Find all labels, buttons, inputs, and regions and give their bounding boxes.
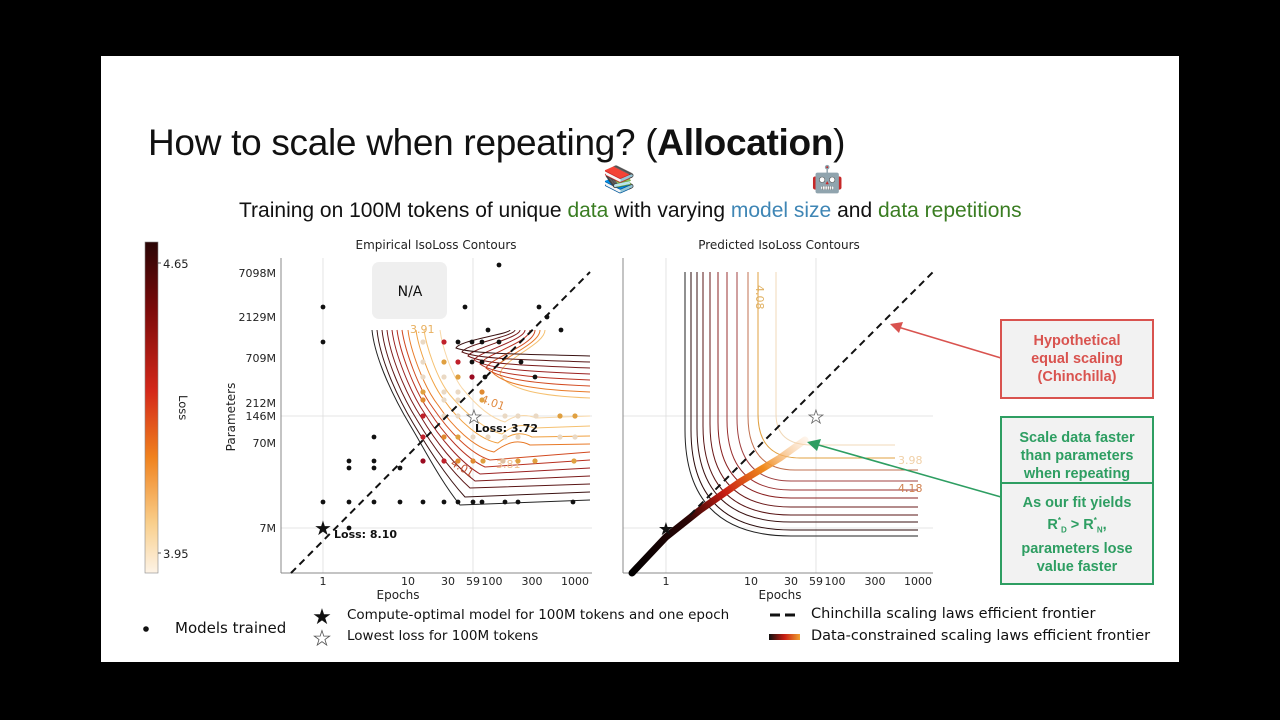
chinchilla-callout: Hypothetical equal scaling (Chinchilla) — [1000, 319, 1154, 399]
na-label: N/A — [398, 284, 423, 300]
svg-text:1000: 1000 — [561, 575, 589, 588]
lowest-loss-star-icon: ★ — [466, 407, 482, 428]
green-arrow-head-icon — [807, 439, 821, 451]
loss-8-10-label: Loss: 8.10 — [334, 528, 397, 541]
y-axis-label: Parameters — [224, 383, 238, 452]
svg-text:300: 300 — [865, 575, 886, 588]
svg-text:4.18: 4.18 — [898, 482, 923, 495]
legend-compute-optimal: Compute-optimal model for 100M tokens an… — [347, 607, 730, 623]
chinchilla-frontier-line-right — [689, 271, 934, 516]
filled-star-legend-icon: ★ — [312, 605, 332, 630]
callout-arrows — [807, 322, 1002, 498]
svg-text:70M: 70M — [253, 437, 277, 450]
legend-models-trained: Models trained — [175, 619, 287, 637]
dot-legend-icon — [143, 626, 149, 632]
loss-3-72-label: Loss: 3.72 — [475, 422, 538, 435]
svg-text:146M: 146M — [246, 410, 277, 423]
chinchilla-frontier-line — [290, 271, 591, 574]
fit-explanation-text: As our fit yields R*D > R*N, parameters … — [1021, 495, 1133, 575]
empirical-title: Empirical IsoLoss Contours — [355, 238, 516, 252]
x-axis-label: Epochs — [377, 588, 420, 602]
svg-text:1: 1 — [320, 575, 327, 588]
svg-text:709M: 709M — [246, 352, 277, 365]
slide-subtitle: Training on 100M tokens of unique data w… — [239, 199, 1022, 222]
lowest-loss-star-icon: ★ — [808, 407, 824, 428]
colorbar: 4.65 3.95 Loss — [144, 241, 190, 574]
svg-text:212M: 212M — [246, 397, 277, 410]
svg-text:30: 30 — [441, 575, 455, 588]
svg-text:4.08: 4.08 — [753, 285, 766, 310]
compute-optimal-star-icon: ★ — [658, 519, 674, 540]
svg-text:30: 30 — [784, 575, 798, 588]
svg-text:3.91: 3.91 — [410, 323, 435, 336]
scale-data-faster-text: Scale data faster than parameters when r… — [1002, 418, 1152, 484]
predicted-plot: Predicted IsoLoss Contours 1 10 30 59 10… — [622, 238, 934, 602]
robot-icon: 🤖 — [811, 165, 844, 195]
legend-symbols: ★ ★ — [143, 605, 800, 650]
legend-data-constrained-frontier: Data-constrained scaling laws efficient … — [811, 628, 1151, 644]
colorbar-label: Loss — [176, 395, 190, 420]
hollow-star-legend-icon: ★ — [313, 626, 331, 650]
svg-text:1000: 1000 — [904, 575, 932, 588]
data-constrained-frontier-line — [628, 436, 809, 577]
svg-text:59: 59 — [466, 575, 480, 588]
svg-text:300: 300 — [522, 575, 543, 588]
data-scaling-callout: Scale data faster than parameters when r… — [1000, 416, 1154, 585]
black-model-points — [320, 262, 576, 531]
svg-text:100: 100 — [482, 575, 503, 588]
books-icon: 📚 — [603, 165, 636, 195]
svg-text:1: 1 — [663, 575, 670, 588]
svg-text:10: 10 — [401, 575, 415, 588]
svg-text:100: 100 — [825, 575, 846, 588]
na-box — [372, 262, 447, 319]
svg-text:Epochs: Epochs — [759, 588, 802, 602]
colorbar-min-label: 3.95 — [163, 547, 189, 561]
gradient-legend-icon — [769, 634, 800, 640]
legend-lowest-loss: Lowest loss for 100M tokens — [347, 628, 539, 644]
red-arrow-head-icon — [890, 322, 903, 333]
colorbar-max-label: 4.65 — [163, 257, 189, 271]
svg-text:3.98: 3.98 — [898, 454, 923, 467]
empirical-plot: Empirical IsoLoss Contours 7098M 2129M 7… — [224, 238, 592, 602]
svg-text:7098M: 7098M — [239, 267, 277, 280]
svg-text:59: 59 — [809, 575, 823, 588]
slide-title: How to scale when repeating? (Allocation… — [148, 122, 846, 163]
svg-text:10: 10 — [744, 575, 758, 588]
compute-optimal-star-icon: ★ — [314, 516, 332, 540]
predicted-title: Predicted IsoLoss Contours — [698, 238, 860, 252]
legend-chinchilla-frontier: Chinchilla scaling laws efficient fronti… — [811, 606, 1096, 622]
colored-model-points — [420, 339, 578, 464]
svg-text:7M: 7M — [260, 522, 277, 535]
svg-text:2129M: 2129M — [239, 311, 277, 324]
